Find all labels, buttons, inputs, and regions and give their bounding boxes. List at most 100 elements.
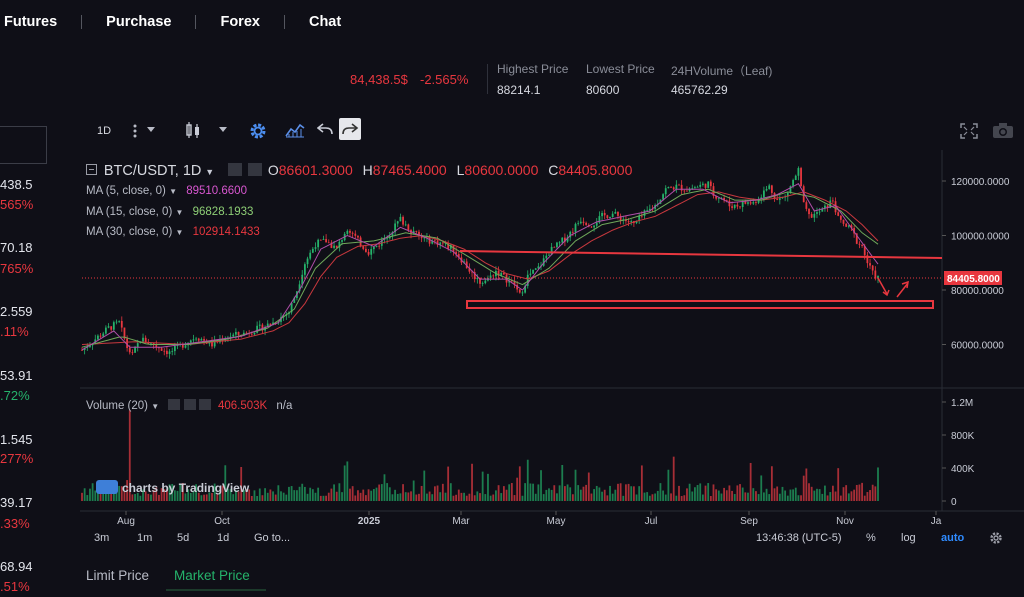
price-tick-label: 100000.0000 xyxy=(951,232,1010,243)
candle-body xyxy=(258,324,261,326)
nav-forex[interactable]: Forex xyxy=(220,14,260,30)
tradingview-watermark[interactable]: charts by TradingView xyxy=(96,478,249,495)
volume-bar xyxy=(428,491,431,501)
market-price[interactable]: 1.545 xyxy=(0,432,33,447)
gear-icon[interactable] xyxy=(249,122,267,140)
market-price[interactable]: 438.5 xyxy=(0,177,33,192)
volume-bar xyxy=(195,484,197,501)
price-chart[interactable]: 120000.0000 100000.0000 80000.0000 60000.00… xyxy=(0,150,1024,530)
more-vertical-icon[interactable] xyxy=(132,123,138,139)
volume-close-icon[interactable] xyxy=(198,399,211,410)
tab-market-price[interactable]: Market Price xyxy=(174,568,250,583)
settings-icon[interactable] xyxy=(247,163,262,176)
range-5d[interactable]: 5d xyxy=(177,532,190,544)
candle-body xyxy=(104,327,107,334)
volume-bar xyxy=(333,484,335,501)
symbol-label[interactable]: BTC/USDT, 1D xyxy=(103,163,202,179)
chevron-down-icon[interactable] xyxy=(219,127,227,133)
legend-collapse-icon[interactable] xyxy=(86,164,97,175)
candle-body xyxy=(532,269,534,274)
volume-bar xyxy=(704,485,707,501)
nav-futures[interactable]: Futures xyxy=(4,14,58,30)
market-price[interactable]: 70.18 xyxy=(0,240,33,255)
candle-body xyxy=(394,223,396,233)
candle-body xyxy=(558,242,561,244)
volume-bar xyxy=(452,495,455,501)
market-change: .33% xyxy=(0,516,30,531)
interval-button[interactable]: 1D xyxy=(97,125,112,137)
volume-bar xyxy=(484,494,487,501)
volume-bar xyxy=(104,488,107,501)
volume-bar xyxy=(670,493,672,501)
volume-bar xyxy=(863,495,866,501)
candle-body xyxy=(351,232,354,234)
lowest-price-value: 80600 xyxy=(586,83,620,97)
percent-toggle[interactable]: % xyxy=(866,532,876,544)
volume-bar xyxy=(118,485,121,501)
ma30-legend[interactable]: MA (30, close, 0) ▼ 102914.1433 xyxy=(86,226,260,238)
range-1d[interactable]: 1d xyxy=(217,532,230,544)
volume-bar xyxy=(545,489,548,501)
ma30-line xyxy=(81,191,879,346)
eye-icon[interactable] xyxy=(228,163,243,176)
volume-bar xyxy=(678,485,680,501)
log-toggle[interactable]: log xyxy=(901,532,916,544)
candle-body xyxy=(529,273,532,275)
candlestick-icon[interactable] xyxy=(184,122,202,139)
fullscreen-icon[interactable] xyxy=(960,123,978,139)
nav-chat[interactable]: Chat xyxy=(308,14,342,30)
last-price-badge xyxy=(944,270,1002,285)
redo-button[interactable] xyxy=(339,118,361,140)
volume-bar xyxy=(587,472,590,501)
candle-body xyxy=(874,270,877,279)
volume-bar xyxy=(529,483,532,501)
indicators-icon[interactable] xyxy=(285,122,305,138)
ma15-legend[interactable]: MA (15, close, 0) ▼ 96828.1933 xyxy=(86,206,253,218)
volume-bar xyxy=(659,483,662,501)
camera-icon[interactable] xyxy=(992,122,1014,138)
chevron-down-icon[interactable]: ▼ xyxy=(175,208,184,217)
auto-toggle[interactable]: auto xyxy=(941,532,965,544)
volume-bar xyxy=(91,483,94,501)
candle-body xyxy=(561,237,564,243)
market-price[interactable]: 39.17 xyxy=(0,495,33,510)
ma5-legend[interactable]: MA (5, close, 0) ▼ 89510.6600 xyxy=(86,185,247,197)
tab-limit-price[interactable]: Limit Price xyxy=(86,568,150,583)
volume-bar xyxy=(593,489,595,501)
goto-button[interactable]: Go to... xyxy=(254,532,291,544)
market-price[interactable]: 53.91 xyxy=(0,368,33,383)
nav-purchase[interactable]: Purchase xyxy=(106,14,172,30)
volume-bar xyxy=(717,490,720,501)
undo-icon[interactable] xyxy=(317,122,333,136)
candle-body xyxy=(747,202,749,204)
candle-body xyxy=(163,350,166,352)
market-price[interactable]: 2.559 xyxy=(0,304,33,319)
range-3m[interactable]: 3m xyxy=(94,532,110,544)
volume-bar xyxy=(256,496,259,501)
range-1m[interactable]: 1m xyxy=(137,532,153,544)
volume-bar xyxy=(86,495,89,501)
chevron-down-icon[interactable]: ▼ xyxy=(205,167,215,177)
volume-bar xyxy=(94,490,97,501)
chevron-down-icon[interactable]: ▼ xyxy=(151,402,160,411)
gear-icon[interactable] xyxy=(989,531,1003,545)
candle-body xyxy=(842,219,845,224)
volume-bar xyxy=(733,494,736,501)
clock-readout[interactable]: 13:46:38 (UTC-5) xyxy=(756,532,842,544)
chevron-down-icon[interactable]: ▼ xyxy=(169,187,178,196)
candle-body xyxy=(181,344,184,348)
volume-eye-icon[interactable] xyxy=(168,399,181,410)
high-label: H xyxy=(362,162,373,178)
candle-body xyxy=(386,238,389,240)
volume-settings-icon[interactable] xyxy=(183,399,196,410)
chevron-down-icon[interactable]: ▼ xyxy=(175,228,184,237)
candle-body xyxy=(707,181,710,188)
candle-body xyxy=(147,342,150,344)
candle-body xyxy=(866,255,869,264)
chevron-down-icon[interactable] xyxy=(147,127,155,133)
volume-legend[interactable]: Volume (20) ▼ 406.503K n/a xyxy=(86,398,292,412)
left-list-selected-box[interactable] xyxy=(0,126,47,164)
candle-body xyxy=(211,340,213,347)
market-price[interactable]: 68.94 xyxy=(0,559,33,574)
volume-bar xyxy=(709,496,712,501)
